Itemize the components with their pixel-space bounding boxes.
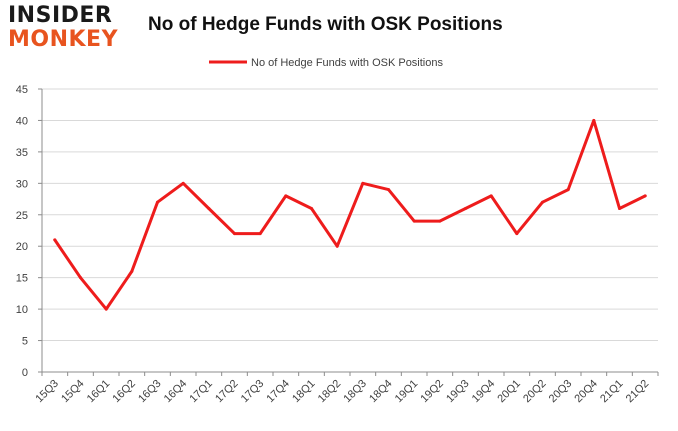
legend-label: No of Hedge Funds with OSK Positions [251,57,443,69]
y-tick-label: 20 [16,241,28,253]
data-point [464,206,467,210]
y-tick-label: 15 [16,273,28,285]
logo-line-1: INSIDER [8,3,113,28]
x-tick-label: 18Q3 [341,378,369,406]
x-tick-label: 19Q1 [393,378,421,406]
y-tick-label: 40 [16,115,28,127]
y-tick-label: 10 [16,304,28,316]
x-tick-label: 18Q2 [316,378,344,406]
x-tick-label: 16Q1 [85,378,113,406]
y-tick-label: 35 [16,147,28,159]
data-point [79,276,82,280]
chart-title: No of Hedge Funds with OSK Positions [148,14,503,35]
x-tick-label: 19Q3 [444,378,472,406]
data-point [566,188,570,192]
x-tick-label: 19Q2 [418,378,446,406]
x-tick-label: 18Q1 [290,378,318,406]
x-tick-label: 20Q3 [547,378,575,406]
x-tick-label: 21Q1 [598,378,626,406]
x-tick-label: 15Q3 [33,378,61,406]
data-point [233,232,236,236]
data-point [284,194,288,198]
data-point [387,188,390,192]
x-tick-label: 16Q4 [162,378,190,406]
y-tick-label: 0 [22,367,28,379]
data-point [643,194,647,198]
y-tick-label: 45 [16,84,28,96]
data-point [181,181,185,185]
data-point [130,269,134,273]
data-point [53,238,57,242]
data-point [618,206,621,210]
data-point [361,181,365,185]
data-point [258,232,262,236]
data-point [438,219,442,223]
data-point [541,200,544,204]
x-tick-label: 17Q1 [187,378,215,406]
data-point [489,194,493,198]
logo-line-2: MONKEY [8,27,119,52]
insider-monkey-logo: INSIDER MONKEY [8,4,126,54]
data-point [412,219,416,223]
x-tick-label: 21Q2 [624,378,652,406]
x-tick-label: 18Q4 [367,378,395,406]
data-point [310,206,313,210]
x-tick-label: 17Q3 [239,378,267,406]
x-tick-label: 19Q4 [470,378,498,406]
data-point [104,307,108,311]
x-tick-label: 15Q4 [59,378,87,406]
series-line [53,118,647,311]
x-tick-label: 20Q1 [495,378,523,406]
x-tick-label: 20Q2 [521,378,549,406]
x-tick-label: 16Q3 [136,378,164,406]
data-point [515,232,519,236]
data-point [592,118,596,122]
data-point [207,206,211,210]
x-tick-label: 16Q2 [110,378,138,406]
x-tick-label: 17Q4 [264,378,292,406]
y-tick-label: 25 [16,210,28,222]
data-point [335,244,339,248]
x-tick-label: 17Q2 [213,378,241,406]
data-point [156,200,159,204]
y-tick-label: 5 [22,336,28,348]
y-tick-label: 30 [16,178,28,190]
x-tick-label: 20Q4 [572,378,600,406]
